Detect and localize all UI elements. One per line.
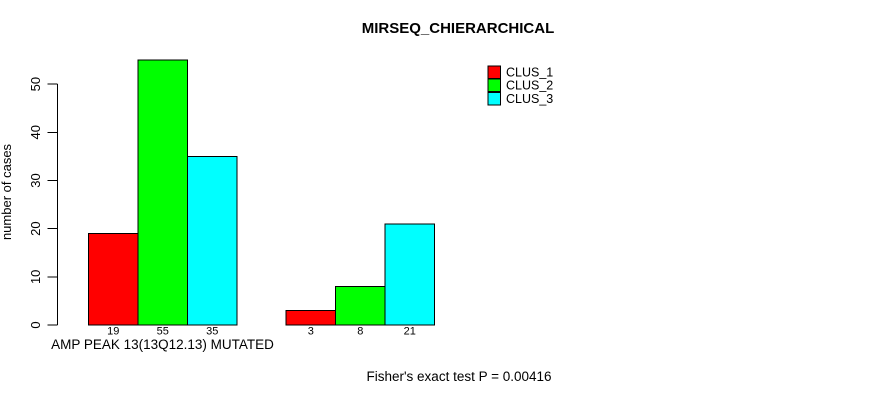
bar-clus_3-group2 [384, 223, 435, 326]
y-tick-label: 40 [28, 125, 43, 139]
legend-swatch-clus1 [487, 65, 501, 79]
chart-title: MIRSEQ_CHIERARCHICAL [362, 20, 555, 37]
group-label: AMP PEAK 13(13Q12.13) MUTATED [51, 337, 274, 352]
legend-label-clus1: CLUS_1 [506, 66, 553, 80]
y-tick-label: 50 [28, 77, 43, 91]
bar-clus_2-group1 [137, 59, 188, 326]
legend-item: CLUS_3 [487, 91, 553, 106]
bar-value-labels: 19 55 35 3 8 21 [107, 326, 416, 338]
bar-value-label: 21 [404, 326, 416, 338]
bar-value-label: 3 [308, 326, 314, 338]
bar-clus_2-group2 [335, 285, 386, 326]
legend-item: CLUS_1 [487, 65, 553, 80]
bar-clus_1-group2 [285, 310, 336, 326]
legend: CLUS_1 CLUS_2 CLUS_3 [487, 65, 553, 106]
y-tick-label: 30 [28, 173, 43, 187]
y-axis: 0 10 20 30 40 50 [28, 77, 58, 329]
y-axis-label: number of cases [0, 143, 14, 240]
y-tick-label: 20 [28, 221, 43, 235]
y-tick-label: 0 [28, 321, 43, 328]
y-tick-label: 10 [28, 270, 43, 284]
legend-swatch-clus3 [487, 91, 501, 106]
legend-label-clus2: CLUS_2 [506, 79, 553, 93]
pvalue-annotation: Fisher's exact test P = 0.00416 [366, 369, 551, 384]
bar-clus_3-group1 [187, 155, 238, 326]
bar-value-label: 8 [357, 326, 363, 338]
legend-label-clus3: CLUS_3 [506, 92, 553, 106]
bar-value-label: 19 [107, 326, 119, 338]
legend-item: CLUS_2 [487, 78, 553, 93]
bar-series [88, 59, 435, 326]
legend-swatch-clus2 [487, 78, 501, 93]
bar-clus_1-group1 [88, 232, 139, 326]
bar-value-label: 55 [157, 326, 169, 338]
bar-value-label: 35 [206, 326, 218, 338]
